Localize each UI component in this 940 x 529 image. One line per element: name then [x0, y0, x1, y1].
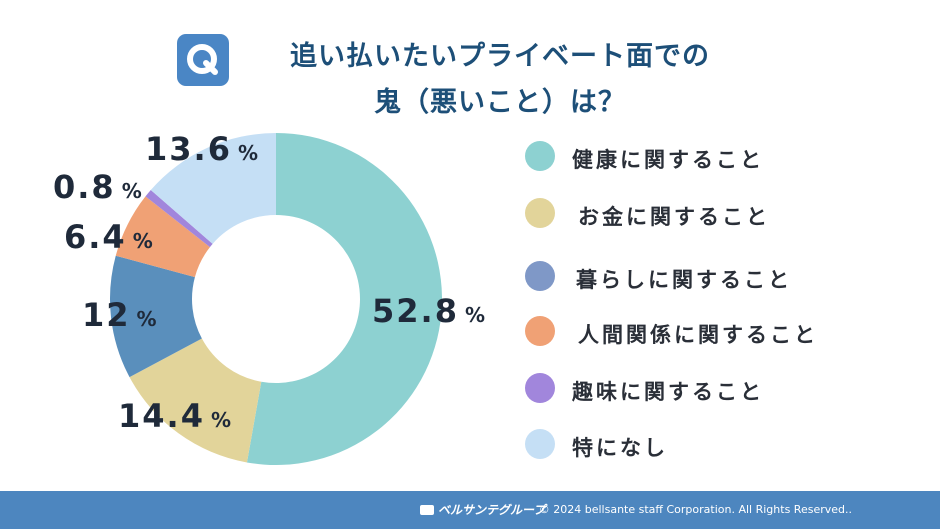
title-line-2: 鬼（悪いこと）は？ — [374, 87, 626, 118]
legend-swatch-none — [525, 429, 555, 459]
donut-chart: 52.8 % 14.4 % 12 % 6.4 % 0.8 %13.6% — [53, 130, 485, 466]
value-label-relationships: 6.4% — [64, 218, 153, 256]
legend-label-money: お金に関すること — [578, 205, 770, 229]
slice-none — [150, 133, 276, 244]
legend-swatch-money — [525, 198, 555, 228]
footer-logo: ベルサンテグループ — [420, 501, 545, 518]
slice-living — [110, 255, 202, 378]
legend-label-relationships: 人間関係に関すること — [578, 323, 818, 347]
legend-label-hobby: 趣味に関すること — [572, 380, 764, 404]
legend-swatch-living — [525, 261, 555, 291]
slice-health — [246, 133, 443, 466]
q-icon — [177, 34, 229, 86]
value-label-hobby: 0.8% — [53, 168, 142, 206]
slice-relationships — [115, 196, 210, 278]
logo-mark-icon — [420, 505, 434, 515]
legend-swatch-hobby — [525, 373, 555, 403]
slice-hobby — [145, 190, 213, 248]
value-label-living: 12% — [82, 296, 157, 334]
footer-logo-text: ベルサンテグループ — [438, 503, 546, 517]
footer: ベルサンテグループ © 2024 bellsante staff Corpora… — [0, 491, 940, 529]
value-label-health: 52.8% — [372, 292, 485, 330]
title-line-1: 追い払いたいプライベート面での — [290, 41, 710, 72]
value-label-money: 14.4% — [118, 397, 231, 435]
slice-money — [129, 338, 262, 463]
q-glyph — [187, 44, 218, 75]
legend-label-health: 健康に関すること — [572, 148, 764, 172]
legend-swatch-health — [525, 141, 555, 171]
value-label-none: 13.6% — [145, 130, 258, 168]
legend-swatch-relationships — [525, 316, 555, 346]
chart-title: 追い払いたいプライベート面での 鬼（悪いこと）は？ — [240, 34, 760, 126]
footer-copyright: © 2024 bellsante staff Corporation. All … — [538, 503, 852, 516]
legend-label-none: 特になし — [572, 436, 668, 460]
legend-label-living: 暮らしに関すること — [576, 268, 792, 292]
